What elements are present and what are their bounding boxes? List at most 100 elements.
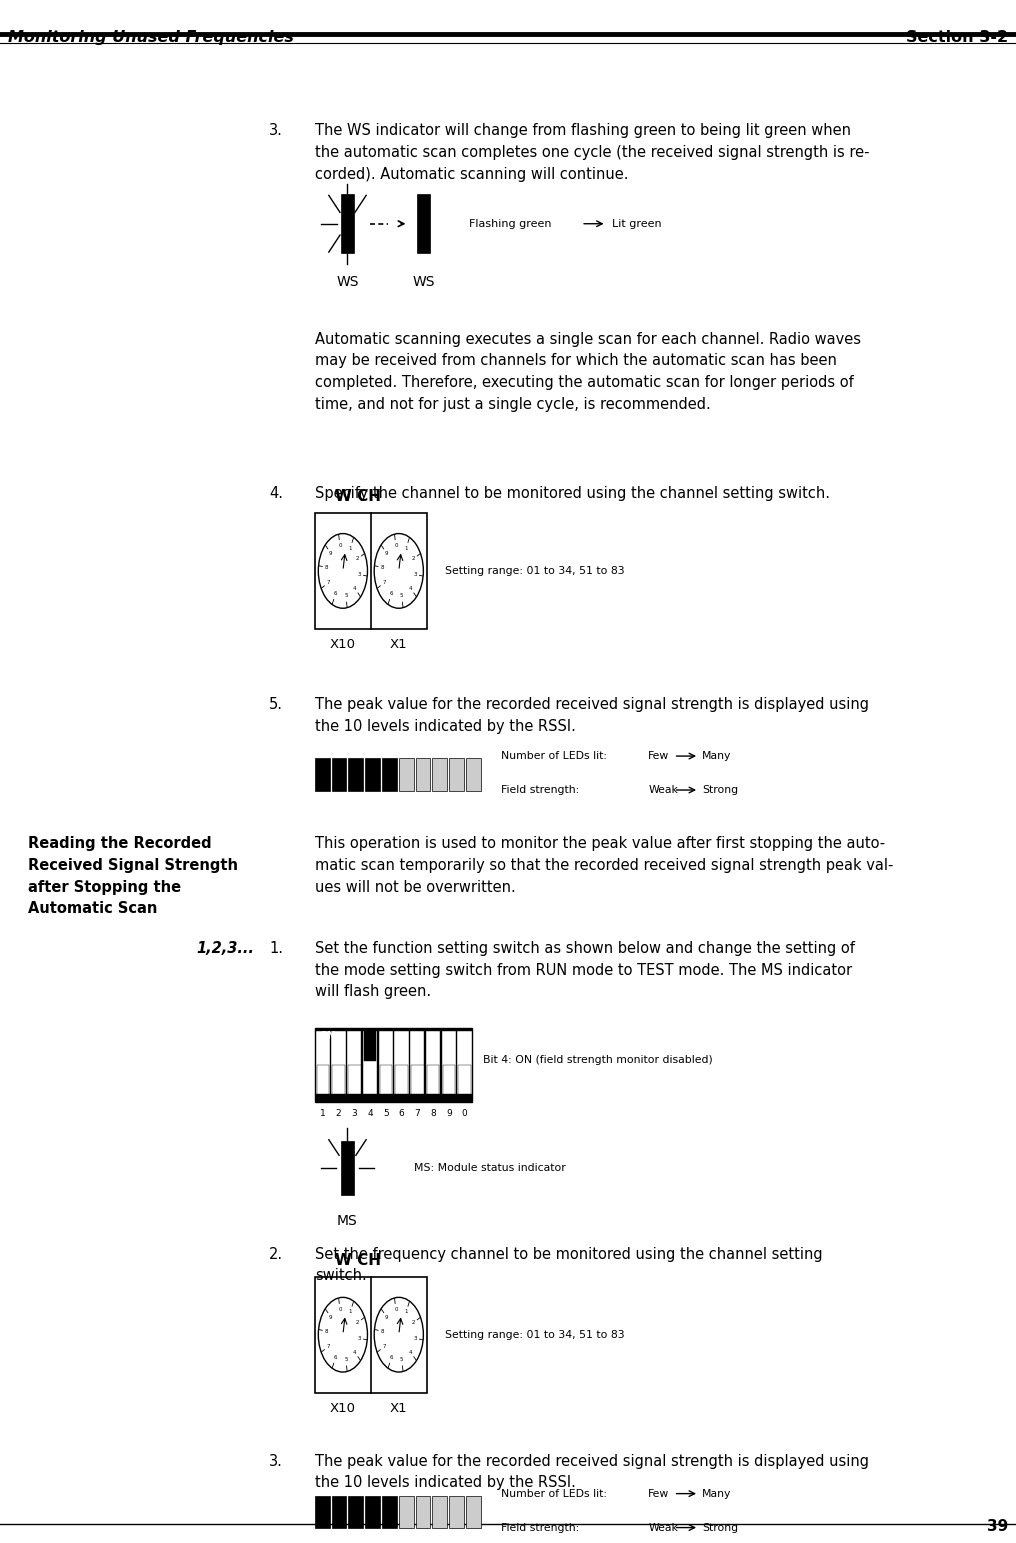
Bar [332, 1065, 344, 1094]
Text: X1: X1 [390, 639, 407, 651]
Text: 5.: 5. [269, 697, 283, 713]
Text: 3.: 3. [269, 1454, 283, 1469]
Text: 5: 5 [383, 1109, 389, 1119]
Text: Set the frequency channel to be monitored using the channel setting
switch.: Set the frequency channel to be monitore… [315, 1247, 823, 1284]
Bar [416, 759, 431, 790]
Text: WS: WS [336, 275, 359, 289]
Text: Set the function setting switch as shown below and change the setting of
the mod: Set the function setting switch as shown… [315, 941, 854, 1000]
Bar [382, 1497, 396, 1528]
Bar [316, 1031, 330, 1094]
Bar [315, 1278, 427, 1392]
Circle shape [318, 534, 368, 608]
Text: ON: ON [319, 1031, 335, 1040]
Bar [348, 1065, 361, 1094]
Text: Setting range: 01 to 34, 51 to 83: Setting range: 01 to 34, 51 to 83 [445, 1330, 625, 1339]
Text: 2: 2 [335, 1109, 341, 1119]
Text: 5: 5 [344, 1358, 347, 1362]
Text: 39: 39 [987, 1518, 1008, 1534]
Text: 8: 8 [324, 565, 328, 569]
Text: Automatic scanning executes a single scan for each channel. Radio waves
may be r: Automatic scanning executes a single sca… [315, 332, 861, 412]
Text: 4: 4 [367, 1109, 373, 1119]
Text: 1: 1 [348, 1310, 352, 1315]
Text: 3: 3 [414, 572, 418, 577]
Bar [449, 1497, 463, 1528]
Text: 6: 6 [390, 1355, 393, 1359]
Bar [394, 1031, 408, 1094]
Text: Lit green: Lit green [612, 219, 661, 228]
Text: 1: 1 [404, 1310, 407, 1315]
Bar [379, 1031, 393, 1094]
Text: 6: 6 [334, 1355, 337, 1359]
Bar [315, 759, 329, 790]
Text: Reading the Recorded
Received Signal Strength
after Stopping the
Automatic Scan: Reading the Recorded Received Signal Str… [28, 836, 239, 917]
Text: W CH: W CH [335, 1253, 381, 1268]
Bar [458, 1065, 470, 1094]
Text: Setting range: 01 to 34, 51 to 83: Setting range: 01 to 34, 51 to 83 [445, 566, 625, 576]
Bar [416, 1497, 431, 1528]
Text: Weak: Weak [648, 785, 678, 795]
Text: 2: 2 [411, 1321, 416, 1325]
Text: 4: 4 [354, 586, 357, 591]
Text: 7: 7 [326, 580, 330, 585]
Text: 2.: 2. [269, 1247, 283, 1262]
Text: 1,2,3...: 1,2,3... [196, 941, 254, 957]
Bar [417, 194, 431, 253]
Bar [411, 1065, 424, 1094]
Text: Many: Many [702, 1489, 732, 1498]
Bar [382, 759, 396, 790]
Text: 4: 4 [354, 1350, 357, 1355]
Bar [315, 512, 427, 630]
Text: 9: 9 [329, 551, 332, 555]
Text: 9: 9 [446, 1109, 452, 1119]
Text: The peak value for the recorded received signal strength is displayed using
the : The peak value for the recorded received… [315, 697, 869, 734]
Text: 8: 8 [430, 1109, 436, 1119]
Bar [457, 1031, 471, 1094]
Text: X10: X10 [330, 639, 356, 651]
Bar [347, 1031, 362, 1094]
Text: 9: 9 [385, 1315, 388, 1319]
Text: 1.: 1. [269, 941, 283, 957]
Text: Section 3-2: Section 3-2 [905, 31, 1008, 45]
Bar [317, 1065, 329, 1094]
Bar [443, 1065, 455, 1094]
Text: Specify the channel to be monitored using the channel setting switch.: Specify the channel to be monitored usin… [315, 486, 830, 501]
Text: 0: 0 [338, 543, 341, 548]
Text: Strong: Strong [702, 1523, 739, 1532]
Text: 1: 1 [320, 1109, 326, 1119]
Bar [465, 1497, 481, 1528]
Text: 3: 3 [414, 1336, 418, 1341]
Text: 4: 4 [409, 586, 412, 591]
Bar [395, 1065, 407, 1094]
Text: 4: 4 [409, 1350, 412, 1355]
Text: 0: 0 [394, 543, 397, 548]
Circle shape [374, 534, 424, 608]
Bar [433, 759, 447, 790]
Text: 8: 8 [380, 565, 384, 569]
Bar [348, 759, 364, 790]
Bar [465, 759, 481, 790]
Bar [340, 1142, 354, 1194]
Text: Bit 4: ON (field strength monitor disabled): Bit 4: ON (field strength monitor disabl… [483, 1055, 712, 1065]
Text: 7: 7 [382, 580, 386, 585]
Text: 0: 0 [461, 1109, 467, 1119]
Text: 6: 6 [398, 1109, 404, 1119]
Text: 4.: 4. [269, 486, 283, 501]
Text: 2: 2 [356, 557, 360, 562]
Text: 7: 7 [382, 1344, 386, 1349]
Bar [331, 1497, 346, 1528]
Bar [348, 1497, 364, 1528]
Text: 0: 0 [338, 1307, 341, 1312]
Bar [331, 1031, 345, 1094]
Text: Number of LEDs lit:: Number of LEDs lit: [501, 1489, 607, 1498]
Text: W CH: W CH [335, 489, 381, 503]
Bar [398, 1497, 414, 1528]
Circle shape [318, 1298, 368, 1372]
Text: 2: 2 [411, 557, 416, 562]
Bar [427, 1065, 439, 1094]
Text: 3: 3 [358, 1336, 362, 1341]
Bar [331, 759, 346, 790]
Text: The WS indicator will change from flashing green to being lit green when
the aut: The WS indicator will change from flashi… [315, 123, 870, 182]
Text: Number of LEDs lit:: Number of LEDs lit: [501, 751, 607, 761]
Text: 5: 5 [400, 594, 403, 599]
Text: 6: 6 [390, 591, 393, 596]
